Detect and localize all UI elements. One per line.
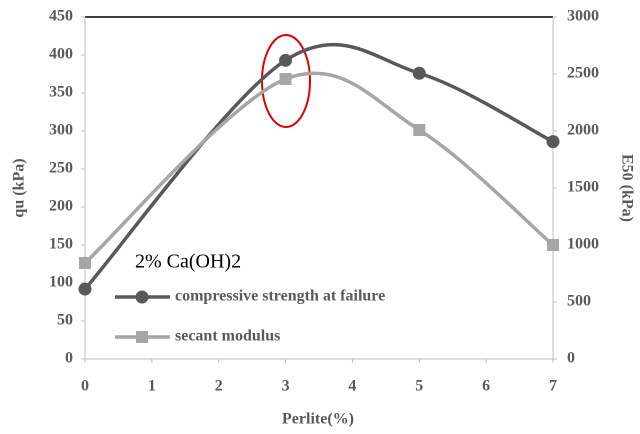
- y-tick-label: 300: [49, 122, 73, 139]
- y-tick-label: 400: [49, 46, 73, 63]
- y-tick-label: 100: [49, 274, 73, 291]
- x-tick-label: 5: [415, 378, 423, 395]
- x-tick-label: 6: [482, 378, 490, 395]
- legend-marker: [135, 290, 149, 304]
- x-tick-label: 4: [348, 378, 356, 395]
- y-tick-label: 250: [49, 160, 73, 177]
- y2-tick-label: 2000: [567, 122, 599, 139]
- marker: [78, 282, 92, 296]
- y-tick-label: 150: [49, 236, 73, 253]
- marker: [279, 73, 292, 86]
- x-axis-label: Perlite(%): [282, 411, 354, 428]
- y2-tick-label: 500: [567, 293, 591, 310]
- x-tick-label: 1: [148, 378, 156, 395]
- x-tick-label: 7: [549, 378, 557, 395]
- x-tick-label: 2: [215, 378, 223, 395]
- series-line: [83, 42, 554, 291]
- marker: [79, 257, 91, 270]
- legend-label: secant modulus: [175, 328, 280, 345]
- marker: [412, 66, 426, 80]
- marker: [546, 135, 560, 149]
- series-line: [83, 71, 555, 265]
- y2-axis-label: E50 (kPa): [618, 154, 635, 222]
- y-tick-label: 450: [49, 8, 73, 25]
- y-tick-label: 50: [57, 312, 73, 329]
- legend-marker: [136, 331, 148, 343]
- y-tick-label: 0: [65, 350, 73, 367]
- y2-tick-label: 2500: [567, 65, 599, 82]
- y2-tick-label: 0: [567, 350, 575, 367]
- marker: [279, 53, 293, 67]
- marker: [413, 123, 426, 136]
- annotation: 2% Ca(OH)2: [135, 251, 241, 273]
- y2-tick-label: 1000: [567, 236, 599, 253]
- y-tick-label: 350: [49, 84, 73, 101]
- y-tick-label: 200: [49, 198, 73, 215]
- x-tick-label: 3: [282, 378, 290, 395]
- y2-tick-label: 3000: [567, 8, 599, 25]
- y2-tick-label: 1500: [567, 179, 599, 196]
- marker: [547, 239, 559, 251]
- legend-label: compressive strength at failure: [175, 288, 385, 305]
- x-tick-label: 0: [81, 378, 89, 395]
- y-axis-label: qu (kPa): [11, 158, 28, 217]
